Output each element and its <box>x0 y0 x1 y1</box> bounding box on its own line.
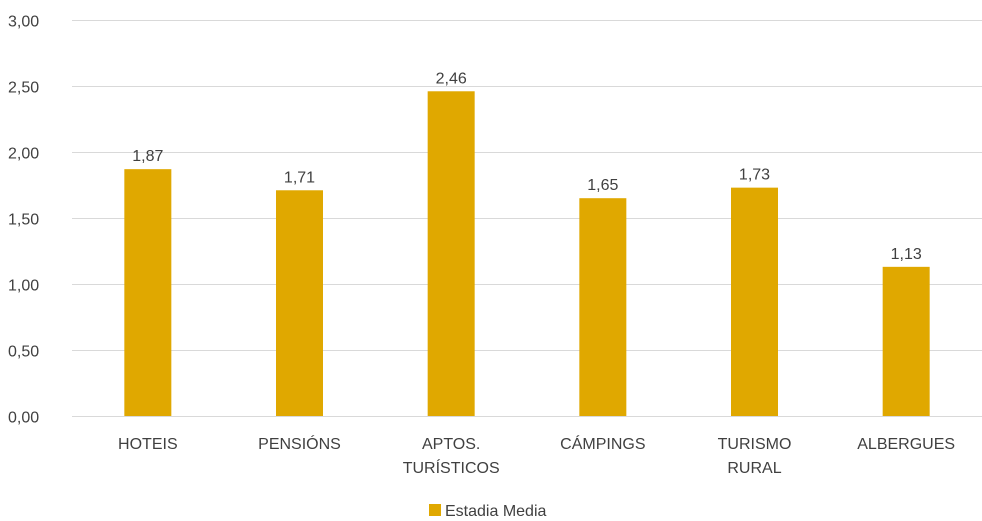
y-tick-label: 3,00 <box>8 14 39 31</box>
x-category-label: APTOS. TURÍSTICOS <box>403 436 500 477</box>
x-category-label: CÁMPINGS <box>560 434 645 453</box>
bar <box>427 91 475 416</box>
y-tick-label: 1,50 <box>8 212 39 229</box>
data-label: 1,73 <box>739 167 770 184</box>
bars <box>124 91 930 416</box>
x-category-label: ALBERGUES <box>857 436 955 453</box>
data-label: 1,13 <box>891 246 922 263</box>
bar <box>124 169 172 416</box>
x-axis-category-labels: HOTEIS PENSIÓNS APTOS. TURÍSTICOS CÁMPINGS TU… <box>118 434 955 477</box>
bar <box>276 190 323 416</box>
x-category-label-line: ALBERGUES <box>857 436 955 453</box>
data-label: 1,87 <box>132 148 163 165</box>
x-category-label: PENSIÓNS <box>258 434 341 453</box>
legend: Estadia Media <box>429 503 546 520</box>
x-category-label-line: HOTEIS <box>118 436 178 453</box>
x-category-label: HOTEIS <box>118 436 178 453</box>
data-label: 1,65 <box>587 177 618 194</box>
y-tick-label: 2,50 <box>8 80 39 97</box>
bar <box>731 187 778 416</box>
x-category-label-line: APTOS. <box>422 436 480 453</box>
y-tick-label: 2,00 <box>8 146 39 163</box>
bar <box>579 198 627 416</box>
x-category-label-line: RURAL <box>727 460 781 477</box>
legend-label: Estadia Media <box>445 503 546 520</box>
y-tick-label: 0,50 <box>8 344 39 361</box>
y-tick-label: 1,00 <box>8 278 39 295</box>
x-category-label-line: CÁMPINGS <box>560 434 645 453</box>
x-category-label-line: TURÍSTICOS <box>403 458 500 477</box>
data-label: 1,71 <box>284 169 315 186</box>
bar <box>882 266 930 416</box>
y-axis-tick-labels: 0,00 0,50 1,00 1,50 2,00 2,50 3,00 <box>8 14 39 427</box>
x-category-label-line: PENSIÓNS <box>258 434 341 453</box>
x-category-label: TURISMO RURAL <box>718 436 792 477</box>
legend-swatch <box>429 504 441 516</box>
x-category-label-line: TURISMO <box>718 436 792 453</box>
gridlines <box>72 20 982 417</box>
data-labels: 1,87 1,71 2,46 1,65 1,73 1,13 <box>132 70 922 263</box>
y-tick-label: 0,00 <box>8 410 39 427</box>
data-label: 2,46 <box>436 70 467 87</box>
